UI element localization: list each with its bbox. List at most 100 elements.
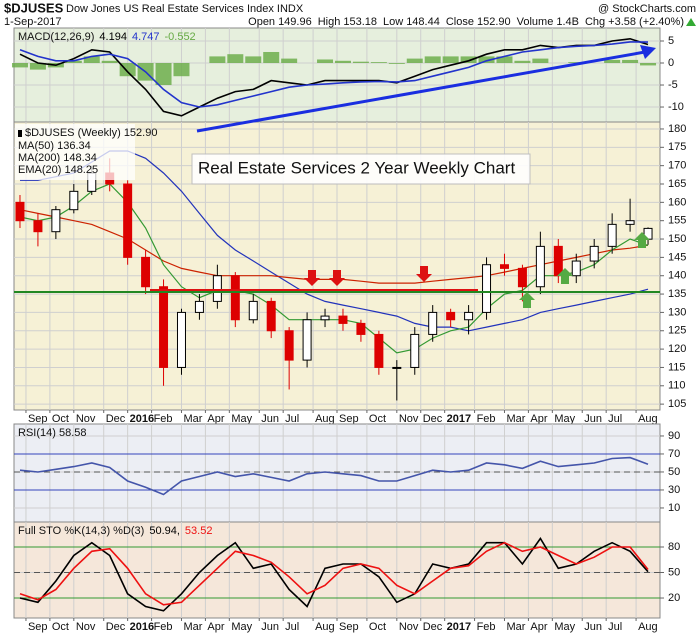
x-tick-label: May <box>231 413 252 425</box>
quote-value: 149.96 <box>278 16 312 28</box>
up-triangle <box>686 18 696 26</box>
y-tick-label: 135 <box>668 288 686 300</box>
x-tick-label: Mar <box>506 413 525 425</box>
histogram-bar <box>406 58 423 64</box>
x-tick-label: Nov <box>76 413 96 425</box>
candle-body <box>571 260 581 277</box>
candle-body <box>607 223 617 247</box>
y-tick-label: 5 <box>668 35 674 47</box>
legend-title: $DJUSES (Weekly) 152.90 <box>25 127 157 139</box>
candle-body <box>266 300 276 332</box>
y-tick-label: 90 <box>668 430 680 442</box>
candle-body <box>589 245 599 262</box>
x-tick-label: Aug <box>638 413 658 425</box>
x-tick-label: Oct <box>52 621 69 633</box>
legend-entry: 50.94, <box>149 525 180 537</box>
x-tick-label: Sep <box>28 621 48 633</box>
y-tick-label: 115 <box>668 361 686 373</box>
histogram-bar <box>155 63 172 86</box>
candle-body <box>499 264 509 269</box>
x-tick-label: May <box>554 621 575 633</box>
series-line <box>19 37 649 117</box>
x-tick-label: Oct <box>369 413 386 425</box>
x-tick-label: Jun <box>584 413 602 425</box>
histogram-bar <box>496 56 513 64</box>
histogram-bar <box>568 62 585 64</box>
histogram-bar <box>101 60 118 64</box>
x-tick-label: Dec <box>423 621 443 633</box>
x-tick-label: May <box>231 621 252 633</box>
candle-body <box>159 286 169 368</box>
index-name: Dow Jones US Real Estate Services Index … <box>66 3 304 15</box>
candle-body <box>553 245 563 277</box>
legend: RSI(14) 58.58 <box>18 427 86 439</box>
quote-value: 148.44 <box>406 16 440 28</box>
histogram-bar <box>173 63 190 77</box>
histogram-bar <box>281 58 298 64</box>
x-tick-label: Sep <box>339 413 359 425</box>
quote-label: Open <box>248 16 275 28</box>
legend-title: Full STO %K(14,3) %D(3) <box>18 525 144 537</box>
candle-body <box>141 256 151 288</box>
candle-body <box>446 311 456 321</box>
candle-body <box>625 220 635 225</box>
histogram-bar <box>352 61 369 64</box>
x-tick-label: Nov <box>76 621 96 633</box>
histogram-bar <box>532 58 549 64</box>
x-tick-label: Mar <box>506 621 525 633</box>
x-tick-label: Dec <box>106 413 126 425</box>
series-line <box>19 541 649 606</box>
histogram-bar <box>604 59 621 64</box>
annotation: Real Estate Services 2 Year Weekly Chart <box>198 158 515 177</box>
quote-label: Volume <box>517 16 554 28</box>
down-arrow <box>329 270 345 286</box>
x-tick-label: Sep <box>28 413 48 425</box>
y-tick-label: 50 <box>668 466 680 478</box>
up-arrow <box>519 292 535 308</box>
histogram-bar <box>317 59 334 64</box>
legend-entry: 53.52 <box>185 525 213 537</box>
y-tick-label: 125 <box>668 325 686 337</box>
histogram-bar <box>263 51 280 64</box>
candle-body <box>302 319 312 361</box>
x-tick-label: Oct <box>52 413 69 425</box>
histogram-bar <box>514 60 531 64</box>
candle-body <box>194 300 204 313</box>
x-tick-label: Dec <box>106 621 126 633</box>
macd-trend-arrowhead <box>640 45 656 59</box>
x-tick-label: Feb <box>477 413 496 425</box>
candle-body <box>320 315 330 321</box>
y-tick-label: 150 <box>668 233 686 245</box>
x-tick-label: Feb <box>477 621 496 633</box>
quote-label: High <box>318 16 341 28</box>
candle-body <box>176 311 186 368</box>
legend-title: MACD(12,26,9) <box>18 31 94 43</box>
y-tick-label: 160 <box>668 196 686 208</box>
histogram-bar <box>370 62 387 64</box>
x-tick-label: Jul <box>608 413 622 425</box>
histogram-bar <box>460 56 477 64</box>
x-tick-label: Sep <box>339 621 359 633</box>
y-tick-label: 80 <box>668 541 680 553</box>
x-tick-label: Jun <box>261 621 279 633</box>
x-tick-label: Aug <box>638 621 658 633</box>
histogram-bar <box>83 56 100 64</box>
legend-entry: -0.552 <box>164 31 195 43</box>
histogram-bar <box>334 60 351 64</box>
candle-body <box>535 245 545 288</box>
histogram-bar <box>640 63 657 66</box>
legend-entry: 4.194 <box>99 31 127 43</box>
histogram-bar <box>11 63 28 68</box>
y-tick-label: 155 <box>668 215 686 227</box>
histogram-bar <box>65 60 82 64</box>
candle-body <box>428 311 438 335</box>
candle-body <box>410 333 420 368</box>
y-tick-label: 120 <box>668 343 686 355</box>
legend: MACD(12,26,9) 4.194 4.747 -0.552 <box>18 31 196 43</box>
y-tick-label: 140 <box>668 270 686 282</box>
candle-body <box>69 190 79 211</box>
x-tick-label: Apr <box>530 413 547 425</box>
legend-title: RSI(14) 58.58 <box>18 427 86 439</box>
x-tick-label: Nov <box>399 413 419 425</box>
candle-body <box>374 333 384 368</box>
